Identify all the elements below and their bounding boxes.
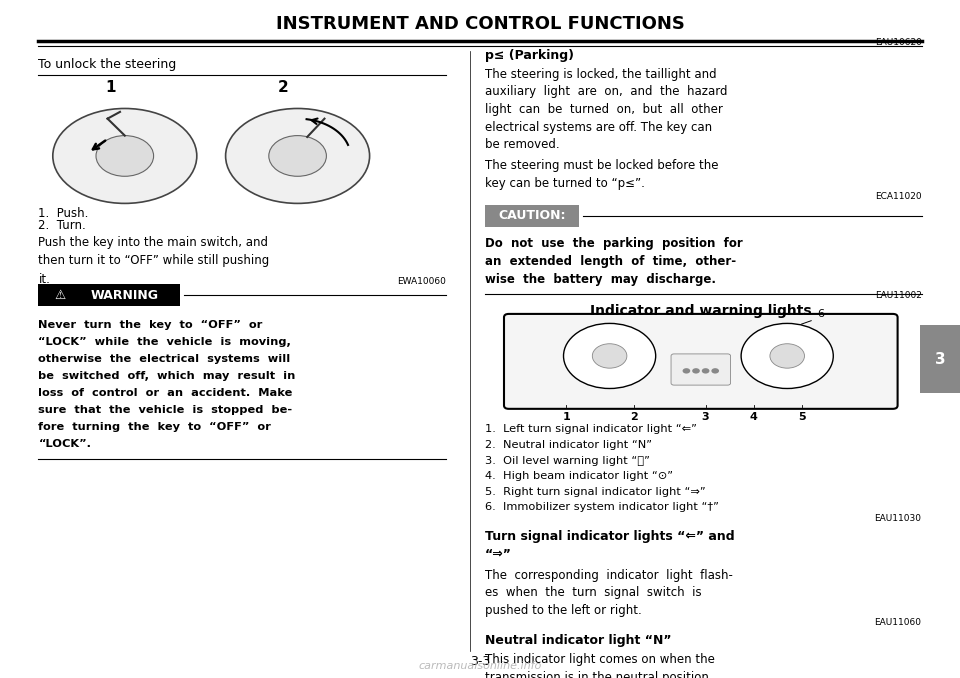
Text: 4: 4 (750, 412, 757, 422)
Text: 3: 3 (934, 352, 946, 367)
Text: EAU10620: EAU10620 (875, 39, 922, 47)
Text: Indicator and warning lights: Indicator and warning lights (590, 304, 811, 318)
Text: 6: 6 (817, 309, 825, 319)
Text: it.: it. (38, 273, 50, 285)
Ellipse shape (53, 108, 197, 203)
Text: This indicator light comes on when the: This indicator light comes on when the (485, 653, 714, 666)
Text: light  can  be  turned  on,  but  all  other: light can be turned on, but all other (485, 103, 723, 116)
Text: then turn it to “OFF” while still pushing: then turn it to “OFF” while still pushin… (38, 254, 270, 267)
Text: EAU11002: EAU11002 (875, 292, 922, 300)
Text: To unlock the steering: To unlock the steering (38, 58, 177, 71)
Ellipse shape (226, 108, 370, 203)
Text: EAU11030: EAU11030 (875, 515, 922, 523)
Text: 2: 2 (630, 412, 637, 422)
Text: 3: 3 (702, 412, 709, 422)
Text: 6.  Immobilizer system indicator light “†”: 6. Immobilizer system indicator light “†… (485, 502, 719, 513)
Text: CAUTION:: CAUTION: (498, 210, 565, 222)
Text: ⚠: ⚠ (54, 289, 65, 302)
Circle shape (564, 323, 656, 388)
Text: 3.  Oil level warning light “⚿”: 3. Oil level warning light “⚿” (485, 456, 650, 466)
Text: wise  the  battery  may  discharge.: wise the battery may discharge. (485, 273, 716, 285)
Text: Turn signal indicator lights “⇐” and: Turn signal indicator lights “⇐” and (485, 530, 734, 543)
Circle shape (269, 136, 326, 176)
Text: 1.  Push.: 1. Push. (38, 207, 88, 220)
Text: 2.  Neutral indicator light “N”: 2. Neutral indicator light “N” (485, 440, 652, 450)
FancyBboxPatch shape (485, 205, 579, 227)
Circle shape (711, 368, 719, 374)
Text: 5: 5 (798, 412, 805, 422)
Text: 5.  Right turn signal indicator light “⇒”: 5. Right turn signal indicator light “⇒” (485, 487, 706, 497)
Text: The steering must be locked before the: The steering must be locked before the (485, 159, 718, 172)
Text: be removed.: be removed. (485, 138, 560, 151)
Text: transmission is in the neutral position.: transmission is in the neutral position. (485, 671, 712, 678)
Text: electrical systems are off. The key can: electrical systems are off. The key can (485, 121, 712, 134)
Text: 3-3: 3-3 (469, 654, 491, 668)
Text: 1: 1 (106, 80, 115, 95)
FancyBboxPatch shape (504, 314, 898, 409)
Circle shape (741, 323, 833, 388)
Text: “LOCK”.: “LOCK”. (38, 439, 91, 449)
FancyBboxPatch shape (920, 325, 960, 393)
Text: 2: 2 (277, 80, 289, 95)
Text: key can be turned to “p≤”.: key can be turned to “p≤”. (485, 177, 645, 190)
Text: es  when  the  turn  signal  switch  is: es when the turn signal switch is (485, 586, 702, 599)
Text: EWA10060: EWA10060 (397, 277, 446, 286)
Circle shape (592, 344, 627, 368)
Text: loss  of  control  or  an  accident.  Make: loss of control or an accident. Make (38, 388, 293, 398)
Text: Push the key into the main switch, and: Push the key into the main switch, and (38, 236, 269, 249)
Text: 1.  Left turn signal indicator light “⇐”: 1. Left turn signal indicator light “⇐” (485, 424, 697, 435)
Text: WARNING: WARNING (91, 289, 158, 302)
Text: Neutral indicator light “N”: Neutral indicator light “N” (485, 634, 671, 647)
Text: INSTRUMENT AND CONTROL FUNCTIONS: INSTRUMENT AND CONTROL FUNCTIONS (276, 14, 684, 33)
FancyBboxPatch shape (671, 354, 731, 385)
Circle shape (96, 136, 154, 176)
Text: sure  that  the  vehicle  is  stopped  be-: sure that the vehicle is stopped be- (38, 405, 293, 415)
Text: The  corresponding  indicator  light  flash-: The corresponding indicator light flash- (485, 569, 732, 582)
Text: Never  turn  the  key  to  “OFF”  or: Never turn the key to “OFF” or (38, 320, 263, 330)
FancyBboxPatch shape (38, 284, 180, 306)
Text: “LOCK”  while  the  vehicle  is  moving,: “LOCK” while the vehicle is moving, (38, 337, 291, 347)
Text: 1: 1 (563, 412, 570, 422)
Text: 2.  Turn.: 2. Turn. (38, 219, 86, 232)
Circle shape (770, 344, 804, 368)
Text: fore  turning  the  key  to  “OFF”  or: fore turning the key to “OFF” or (38, 422, 272, 432)
Text: ECA11020: ECA11020 (875, 193, 922, 201)
Text: 4.  High beam indicator light “⊙”: 4. High beam indicator light “⊙” (485, 471, 673, 481)
Circle shape (683, 368, 690, 374)
Circle shape (692, 368, 700, 374)
Text: pushed to the left or right.: pushed to the left or right. (485, 604, 641, 617)
Circle shape (702, 368, 709, 374)
Text: be  switched  off,  which  may  result  in: be switched off, which may result in (38, 371, 296, 381)
Text: auxiliary  light  are  on,  and  the  hazard: auxiliary light are on, and the hazard (485, 85, 728, 98)
Text: Do  not  use  the  parking  position  for: Do not use the parking position for (485, 237, 742, 250)
Text: EAU11060: EAU11060 (875, 618, 922, 627)
Text: an  extended  length  of  time,  other-: an extended length of time, other- (485, 255, 736, 268)
Text: “⇒”: “⇒” (485, 548, 512, 561)
Text: carmanualsonline.info: carmanualsonline.info (419, 661, 541, 671)
Text: The steering is locked, the taillight and: The steering is locked, the taillight an… (485, 68, 716, 81)
Text: otherwise  the  electrical  systems  will: otherwise the electrical systems will (38, 354, 291, 364)
Text: p≤ (Parking): p≤ (Parking) (485, 49, 574, 62)
